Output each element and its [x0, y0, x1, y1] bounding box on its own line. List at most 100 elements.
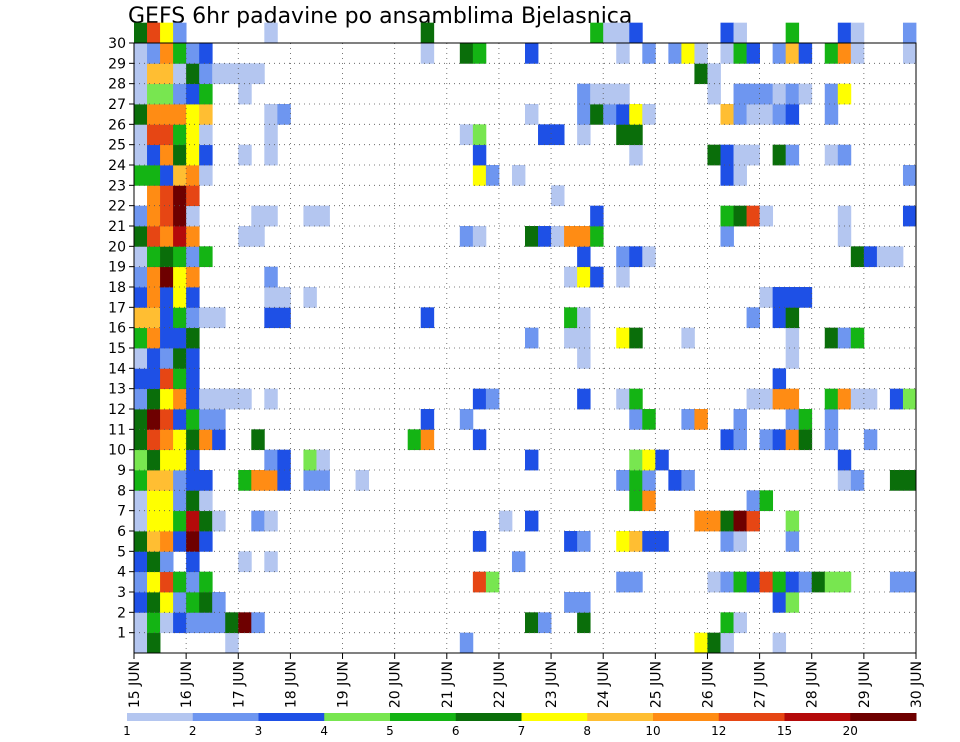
heatmap-cell	[577, 531, 591, 552]
heatmap-cell	[538, 124, 552, 146]
heatmap-cell	[902, 205, 917, 227]
heatmap-cell	[485, 165, 500, 186]
heatmap-cell	[681, 43, 695, 64]
heatmap-cell	[134, 592, 148, 613]
heatmap-cell	[720, 104, 734, 125]
heatmap-cell	[642, 246, 656, 268]
heatmap-cell	[147, 83, 161, 105]
x-tick-label: 23 JUN	[544, 661, 560, 708]
colorbar-label: 6	[452, 724, 460, 738]
heatmap-cell	[160, 246, 174, 268]
heatmap-cell	[238, 388, 252, 410]
heatmap-cell	[577, 226, 591, 247]
heatmap-cell	[525, 510, 539, 532]
heatmap-cell	[551, 226, 565, 247]
heatmap-cell	[420, 409, 435, 430]
heatmap-cell	[160, 368, 174, 390]
heatmap-cell	[759, 83, 774, 105]
heatmap-cell	[577, 592, 591, 613]
y-tick-label: 15	[108, 341, 126, 357]
heatmap-cell	[720, 43, 734, 64]
heatmap-cell	[186, 510, 200, 532]
heatmap-cell	[785, 307, 800, 329]
heatmap-cell	[577, 388, 591, 410]
y-tick-label: 9	[117, 463, 126, 479]
heatmap-cell	[199, 307, 213, 329]
heatmap-cell	[642, 409, 656, 430]
heatmap-cell	[837, 470, 852, 491]
heatmap-cell	[147, 571, 161, 593]
heatmap-cell	[264, 104, 278, 125]
heatmap-cell	[212, 409, 226, 430]
heatmap-cell	[134, 165, 148, 186]
heatmap-cell	[720, 22, 734, 44]
colorbar-swatch	[455, 713, 522, 721]
heatmap-cell	[485, 388, 500, 410]
heatmap-cell	[577, 104, 591, 125]
heatmap-cell	[902, 22, 917, 44]
heatmap-cell	[525, 449, 539, 471]
colorbar-legend: 1 2 3 4 5 6 7 8 10 12 15 20	[123, 713, 917, 738]
heatmap-cell	[134, 470, 148, 491]
heatmap-cell	[160, 185, 174, 207]
heatmap-cell	[199, 592, 213, 613]
heatmap-cell	[733, 83, 747, 105]
heatmap-cell	[798, 409, 813, 430]
heatmap-cell	[459, 43, 474, 64]
heatmap-cell	[147, 124, 161, 146]
heatmap-cell	[264, 307, 278, 329]
heatmap-cell	[199, 124, 213, 146]
heatmap-cell	[694, 409, 708, 430]
y-tick-label: 23	[108, 178, 126, 194]
heatmap-cell	[186, 104, 200, 125]
heatmap-cell	[225, 388, 239, 410]
heatmap-cell	[147, 531, 161, 552]
heatmap-cell	[759, 104, 774, 125]
heatmap-cell	[147, 287, 161, 308]
heatmap-cell	[303, 470, 317, 491]
y-tick-label: 6	[117, 524, 126, 540]
heatmap-cell	[472, 226, 487, 247]
x-tick-label: 29 JUN	[857, 661, 873, 708]
heatmap-cell	[837, 571, 852, 593]
heatmap-cell	[251, 429, 265, 451]
heatmap-cell	[420, 22, 435, 44]
y-tick-label: 16	[108, 321, 126, 337]
heatmap-cell	[785, 327, 800, 349]
heatmap-cell	[824, 327, 839, 349]
heatmap-cell	[837, 327, 852, 349]
colorbar-swatch	[718, 713, 785, 721]
heatmap-cell	[538, 226, 552, 247]
x-tick-label: 16 JUN	[179, 661, 195, 708]
y-tick-label: 13	[108, 382, 126, 398]
y-tick-label: 26	[108, 117, 126, 133]
heatmap-cell	[577, 612, 591, 634]
heatmap-cell	[824, 83, 839, 105]
heatmap-cell	[733, 531, 747, 552]
heatmap-cell	[459, 409, 474, 430]
heatmap-cell	[577, 246, 591, 268]
heatmap-cell	[616, 388, 630, 410]
heatmap-cell	[160, 449, 174, 471]
heatmap-cell	[564, 592, 578, 613]
heatmap-cell	[173, 307, 187, 329]
heatmap-cell	[668, 43, 682, 64]
heatmap-cell	[472, 43, 487, 64]
heatmap-cell	[160, 307, 174, 329]
heatmap-cell	[772, 592, 787, 613]
heatmap-cell	[616, 246, 630, 268]
heatmap-cell	[525, 104, 539, 125]
heatmap-cell	[733, 43, 747, 64]
heatmap-cell	[186, 388, 200, 410]
heatmap-cell	[264, 266, 278, 288]
heatmap-cell	[134, 348, 148, 369]
heatmap-cell	[173, 165, 187, 186]
heatmap-cell	[902, 388, 917, 410]
heatmap-cell	[733, 510, 747, 532]
heatmap-cell	[720, 429, 734, 451]
heatmap-cell	[160, 43, 174, 64]
heatmap-cell	[186, 144, 200, 166]
heatmap-cell	[498, 510, 513, 532]
heatmap-cell	[147, 632, 161, 654]
heatmap-cell	[629, 490, 643, 512]
